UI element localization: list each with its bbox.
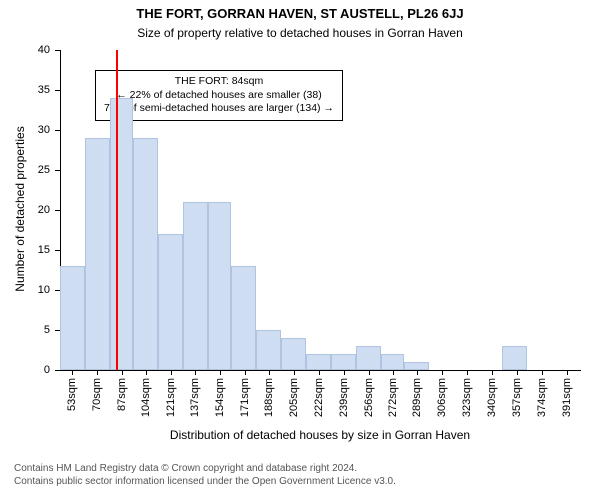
x-tick-label: 289sqm (411, 378, 423, 417)
x-tick-mark (146, 370, 147, 375)
footer: Contains HM Land Registry data © Crown c… (14, 462, 396, 488)
x-tick-mark (269, 370, 270, 375)
histogram-bar (60, 266, 85, 370)
histogram-bar (231, 266, 256, 370)
y-tick-mark (55, 170, 60, 171)
x-tick-label: 154sqm (214, 378, 226, 417)
y-tick-label: 25 (0, 164, 50, 176)
x-tick-label: 87sqm (116, 378, 128, 411)
y-tick-label: 20 (0, 204, 50, 216)
y-tick-label: 15 (0, 244, 50, 256)
x-axis-label: Distribution of detached houses by size … (60, 428, 580, 442)
x-tick-label: 171sqm (239, 378, 251, 417)
y-tick-mark (55, 90, 60, 91)
histogram-bar (256, 330, 281, 370)
histogram-bar (183, 202, 208, 370)
histogram-bar (331, 354, 356, 370)
x-tick-mark (294, 370, 295, 375)
legend-line: THE FORT: 84sqm (104, 75, 334, 89)
x-tick-label: 239sqm (338, 378, 350, 417)
y-tick-label: 30 (0, 124, 50, 136)
y-tick-label: 0 (0, 364, 50, 376)
x-tick-mark (344, 370, 345, 375)
x-tick-label: 222sqm (313, 378, 325, 417)
x-tick-mark (542, 370, 543, 375)
y-tick-mark (55, 210, 60, 211)
x-tick-mark (319, 370, 320, 375)
chart-title: THE FORT, GORRAN HAVEN, ST AUSTELL, PL26… (0, 6, 600, 21)
x-tick-label: 323sqm (461, 378, 473, 417)
y-tick-label: 10 (0, 284, 50, 296)
x-tick-mark (417, 370, 418, 375)
y-tick-label: 5 (0, 324, 50, 336)
x-tick-mark (393, 370, 394, 375)
footer-line: Contains public sector information licen… (14, 475, 396, 488)
y-tick-mark (55, 250, 60, 251)
x-tick-mark (492, 370, 493, 375)
x-tick-label: 188sqm (263, 378, 275, 417)
histogram-bar (306, 354, 331, 370)
x-tick-mark (97, 370, 98, 375)
x-tick-mark (369, 370, 370, 375)
x-tick-label: 70sqm (91, 378, 103, 411)
x-tick-label: 256sqm (363, 378, 375, 417)
y-tick-label: 35 (0, 84, 50, 96)
x-tick-label: 340sqm (486, 378, 498, 417)
y-tick-label: 40 (0, 44, 50, 56)
histogram-bar (356, 346, 381, 370)
histogram-bar (404, 362, 429, 370)
x-tick-mark (442, 370, 443, 375)
x-tick-label: 121sqm (165, 378, 177, 417)
x-tick-label: 374sqm (536, 378, 548, 417)
histogram-chart: THE FORT, GORRAN HAVEN, ST AUSTELL, PL26… (0, 0, 600, 500)
y-tick-mark (55, 370, 60, 371)
histogram-bar (208, 202, 231, 370)
x-tick-label: 137sqm (189, 378, 201, 417)
x-tick-label: 272sqm (387, 378, 399, 417)
x-tick-mark (245, 370, 246, 375)
histogram-bar (133, 138, 158, 370)
x-tick-mark (220, 370, 221, 375)
reference-line (116, 50, 118, 370)
histogram-bar (502, 346, 527, 370)
x-tick-mark (195, 370, 196, 375)
x-tick-label: 53sqm (66, 378, 78, 411)
x-tick-label: 357sqm (511, 378, 523, 417)
x-tick-mark (72, 370, 73, 375)
x-tick-label: 306sqm (436, 378, 448, 417)
y-tick-mark (55, 130, 60, 131)
x-tick-mark (567, 370, 568, 375)
y-tick-mark (55, 50, 60, 51)
footer-line: Contains HM Land Registry data © Crown c… (14, 462, 396, 475)
x-tick-label: 104sqm (140, 378, 152, 417)
legend-line: 77% of semi-detached houses are larger (… (104, 102, 334, 116)
histogram-bar (110, 98, 133, 370)
histogram-bar (381, 354, 404, 370)
legend-line: ← 22% of detached houses are smaller (38… (104, 89, 334, 103)
histogram-bar (85, 138, 110, 370)
chart-subtitle: Size of property relative to detached ho… (0, 26, 600, 40)
x-tick-label: 391sqm (561, 378, 573, 417)
x-tick-mark (517, 370, 518, 375)
x-tick-label: 205sqm (288, 378, 300, 417)
histogram-bar (158, 234, 183, 370)
x-tick-mark (122, 370, 123, 375)
x-tick-mark (171, 370, 172, 375)
histogram-bar (281, 338, 306, 370)
x-tick-mark (467, 370, 468, 375)
